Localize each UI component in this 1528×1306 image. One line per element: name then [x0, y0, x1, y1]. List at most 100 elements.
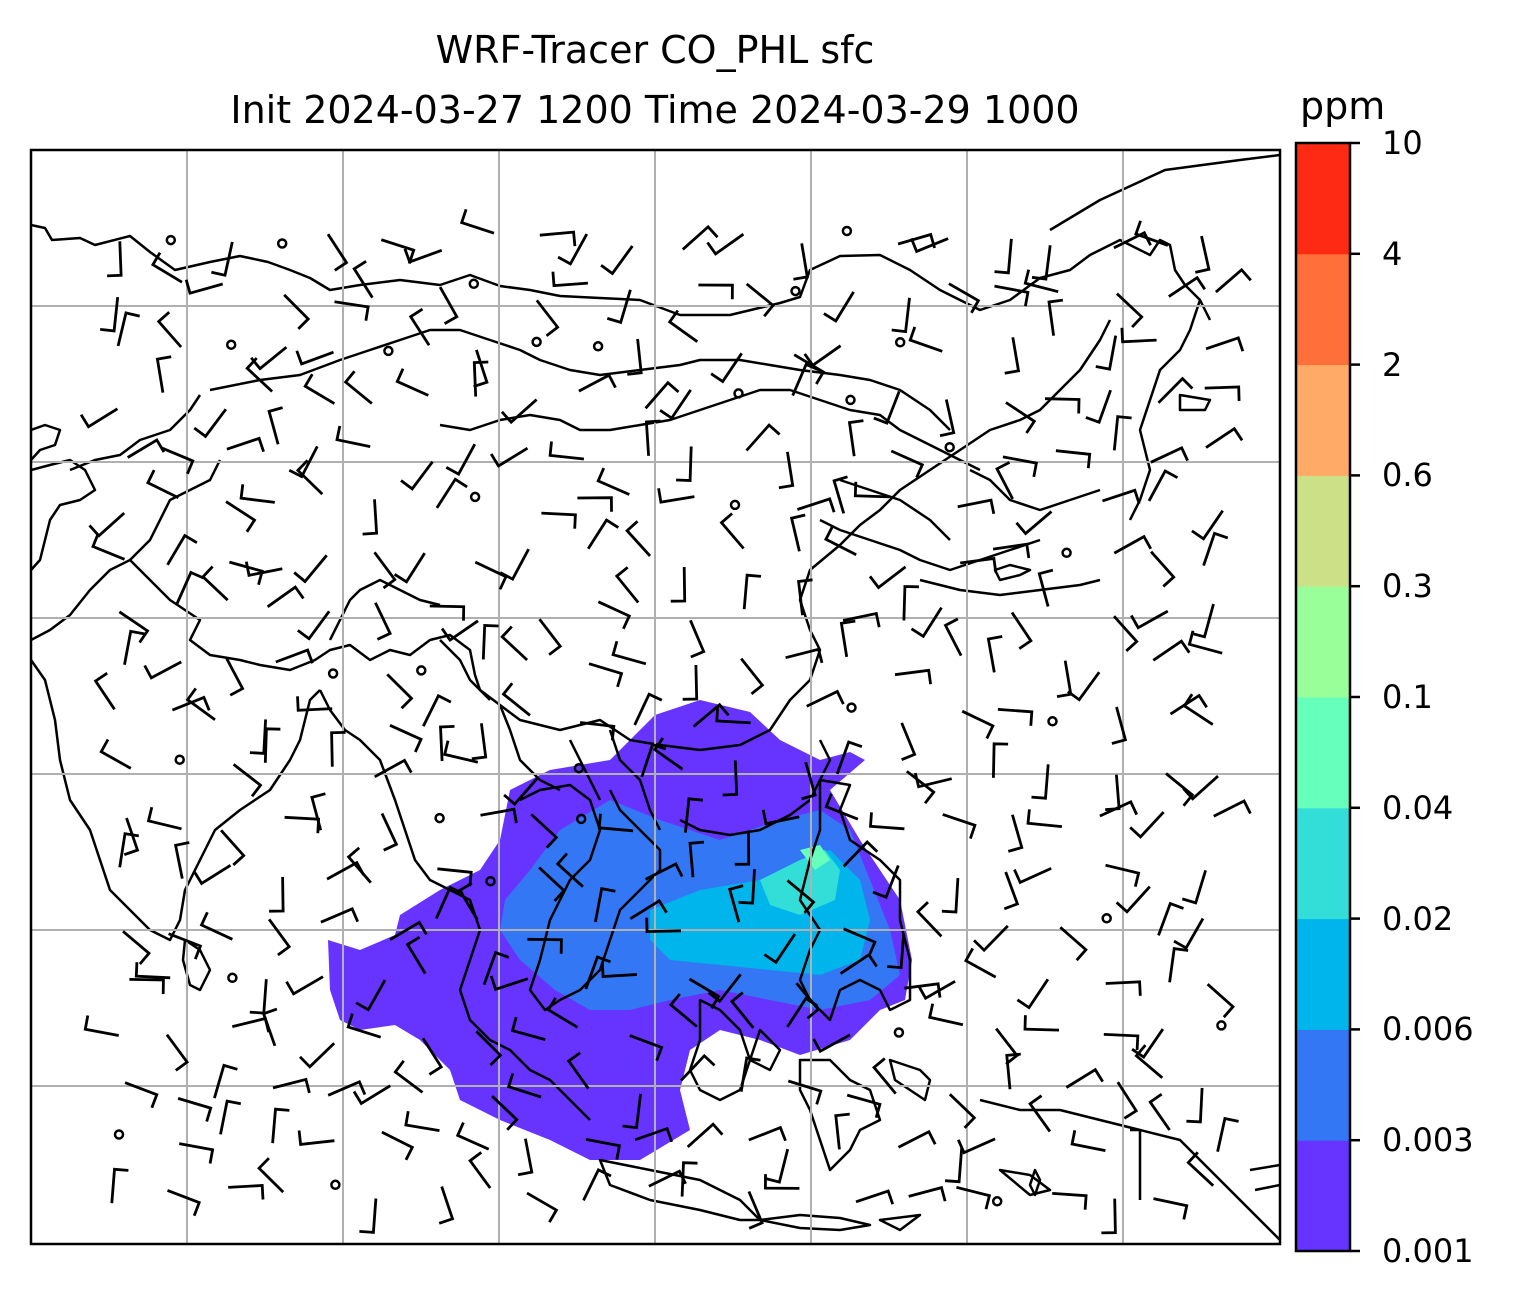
wind-barb	[904, 982, 942, 998]
wind-barb	[1204, 385, 1241, 401]
wind-barb	[745, 423, 781, 452]
wind-barb	[942, 813, 977, 840]
wind-barb	[288, 445, 319, 479]
colorbar-segment	[1296, 807, 1350, 920]
wind-barb	[578, 373, 617, 393]
calm-wind-marker	[383, 345, 394, 357]
wind-barb	[1023, 1015, 1060, 1032]
wind-barb	[913, 772, 953, 789]
wind-barb	[283, 293, 311, 330]
colorbar-tick-label: 2	[1382, 345, 1403, 384]
wind-barb	[146, 806, 182, 831]
wind-barb	[1103, 1033, 1140, 1050]
wind-barb	[267, 918, 292, 957]
wind-barb	[823, 291, 855, 323]
wind-barb	[960, 556, 998, 573]
wind-barb	[168, 932, 203, 960]
wind-barb	[244, 561, 283, 577]
wind-barb	[150, 251, 183, 284]
wind-barb	[1165, 772, 1195, 807]
wind-barb	[910, 237, 949, 254]
wind-barb	[500, 398, 538, 425]
wind-barb	[597, 813, 634, 833]
wind-barb	[722, 760, 739, 797]
wind-barb	[995, 461, 1014, 500]
wind-barb	[614, 566, 640, 604]
wind-barb	[530, 813, 559, 849]
wind-barb	[606, 289, 632, 325]
wind-barb	[110, 1167, 129, 1204]
wind-barb	[527, 937, 563, 954]
calm-wind-marker	[434, 812, 445, 824]
wind-barb	[100, 296, 120, 333]
wind-barb	[812, 1033, 851, 1054]
colorbar-tick-label: 0.1	[1382, 678, 1433, 716]
colorbar-tick-label: 0.006	[1382, 1010, 1474, 1049]
wind-barb	[633, 692, 663, 726]
wind-barb	[640, 742, 667, 778]
wind-barb	[890, 449, 925, 479]
wind-barb	[171, 695, 211, 712]
wind-barb	[729, 991, 755, 1029]
wind-barb	[1182, 693, 1214, 726]
wind-barb	[692, 702, 730, 728]
wind-barb	[684, 797, 704, 833]
wind-barb	[824, 526, 857, 557]
wind-barb	[796, 497, 836, 513]
wind-barb	[1085, 389, 1112, 424]
calm-wind-marker	[165, 234, 177, 246]
wind-barb	[1213, 799, 1252, 818]
wind-barb	[1007, 814, 1024, 853]
wind-barb	[400, 460, 434, 491]
wind-barb	[1152, 639, 1191, 662]
wind-barb	[395, 368, 429, 397]
wind-barb	[1004, 337, 1021, 375]
wind-barb	[801, 761, 817, 801]
wind-barb	[824, 793, 859, 821]
wind-barb	[1023, 269, 1059, 294]
wind-barb	[786, 996, 819, 1028]
wind-barb	[352, 1084, 392, 1106]
wind-barb	[939, 399, 956, 438]
wind-barb	[405, 936, 427, 975]
wind-barb	[679, 1053, 716, 1082]
wind-barb	[793, 243, 809, 281]
wind-barb	[1105, 863, 1141, 888]
wind-barb	[1031, 764, 1050, 800]
wind-barb	[868, 565, 907, 590]
wind-barb	[439, 725, 455, 762]
colorbar-segment	[1296, 475, 1350, 587]
wind-barb	[1134, 220, 1169, 247]
wind-barb	[1214, 267, 1252, 294]
wind-barb	[727, 884, 744, 923]
wind-barb	[806, 689, 845, 708]
wind-barb	[535, 299, 560, 337]
wind-barb	[948, 282, 981, 314]
wind-barb	[1067, 671, 1101, 702]
colorbar-segment	[1296, 253, 1350, 366]
wind-barb	[435, 477, 468, 509]
wind-barb	[853, 481, 890, 499]
wind-barb	[1150, 446, 1189, 464]
wind-barb	[1095, 335, 1118, 371]
wind-barb	[393, 552, 426, 584]
wind-barb	[177, 1097, 213, 1122]
wind-barb	[1026, 809, 1063, 828]
calm-wind-marker	[729, 499, 741, 511]
wind-barb	[1116, 1081, 1139, 1120]
wind-barb	[986, 635, 1003, 673]
colorbar-tick-label: 0.02	[1382, 899, 1454, 938]
colorbar-segment	[1296, 364, 1350, 476]
colorbar-tick-label: 4	[1382, 234, 1403, 273]
calm-wind-marker	[485, 875, 496, 887]
wind-barb	[374, 758, 413, 779]
colorbar-tick-label: 0.003	[1382, 1121, 1474, 1160]
wind-barbs	[79, 208, 1252, 1235]
wind-barb	[510, 1016, 546, 1041]
wind-barb	[126, 438, 166, 459]
wind-barb	[213, 1063, 238, 1099]
wind-barb	[839, 619, 856, 658]
wind-barb	[680, 1161, 698, 1197]
wind-barb	[438, 286, 459, 325]
wind-barb	[706, 233, 745, 256]
